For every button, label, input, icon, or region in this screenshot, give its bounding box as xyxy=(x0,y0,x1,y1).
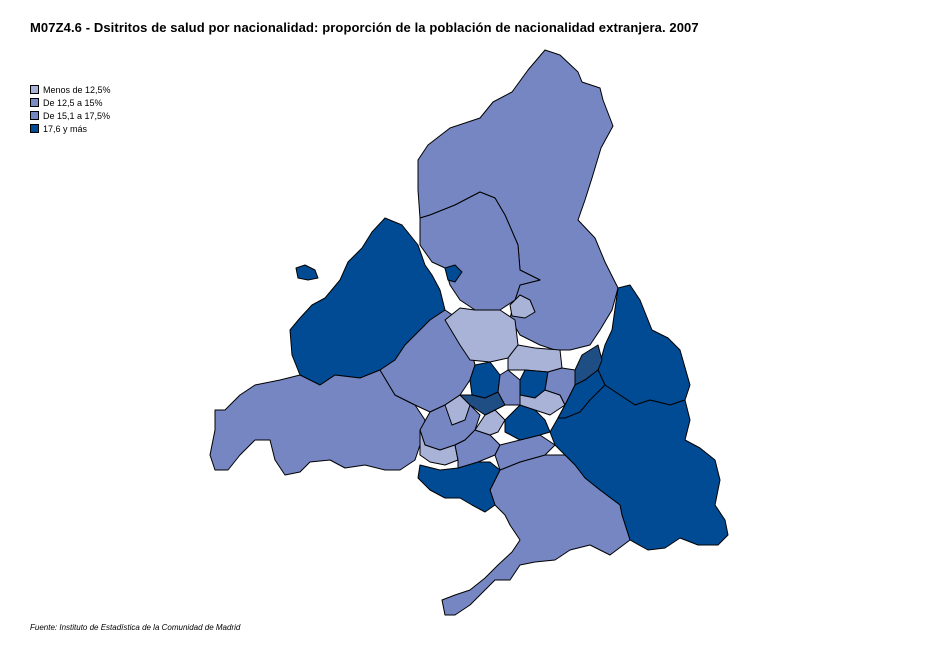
legend-label: De 12,5 a 15% xyxy=(43,97,103,108)
district-south-west-dark xyxy=(417,461,501,513)
district-island xyxy=(295,264,319,281)
district-detached xyxy=(444,264,463,283)
legend-swatch xyxy=(30,124,39,133)
district-southwest xyxy=(209,369,426,476)
source-note: Fuente: Instituto de Estadística de la C… xyxy=(30,623,241,632)
legend-swatch xyxy=(30,85,39,94)
district-south xyxy=(441,454,631,616)
legend-swatch xyxy=(30,98,39,107)
legend-item-12-5-to-15: De 12,5 a 15% xyxy=(30,96,111,109)
legend: Menos de 12,5% De 12,5 a 15% De 15,1 a 1… xyxy=(30,83,111,135)
legend-item-15-1-to-17-5: De 15,1 a 17,5% xyxy=(30,109,111,122)
legend-label: 17,6 y más xyxy=(43,123,88,134)
legend-item-less-12-5: Menos de 12,5% xyxy=(30,83,111,96)
district-center-e xyxy=(474,409,506,436)
legend-item-17-6-plus: 17,6 y más xyxy=(30,122,111,135)
map-title: M07Z4.6 - Dsitritos de salud por naciona… xyxy=(30,20,699,35)
legend-label: De 15,1 a 17,5% xyxy=(43,110,111,121)
district-center-c xyxy=(444,394,471,426)
district-center-h xyxy=(469,361,501,399)
district-ne-small xyxy=(509,294,536,319)
district-west-center xyxy=(379,309,476,413)
district-center-p xyxy=(557,369,606,419)
legend-label: Menos de 12,5% xyxy=(43,84,111,95)
legend-swatch xyxy=(30,111,39,120)
district-center-k xyxy=(507,344,563,373)
